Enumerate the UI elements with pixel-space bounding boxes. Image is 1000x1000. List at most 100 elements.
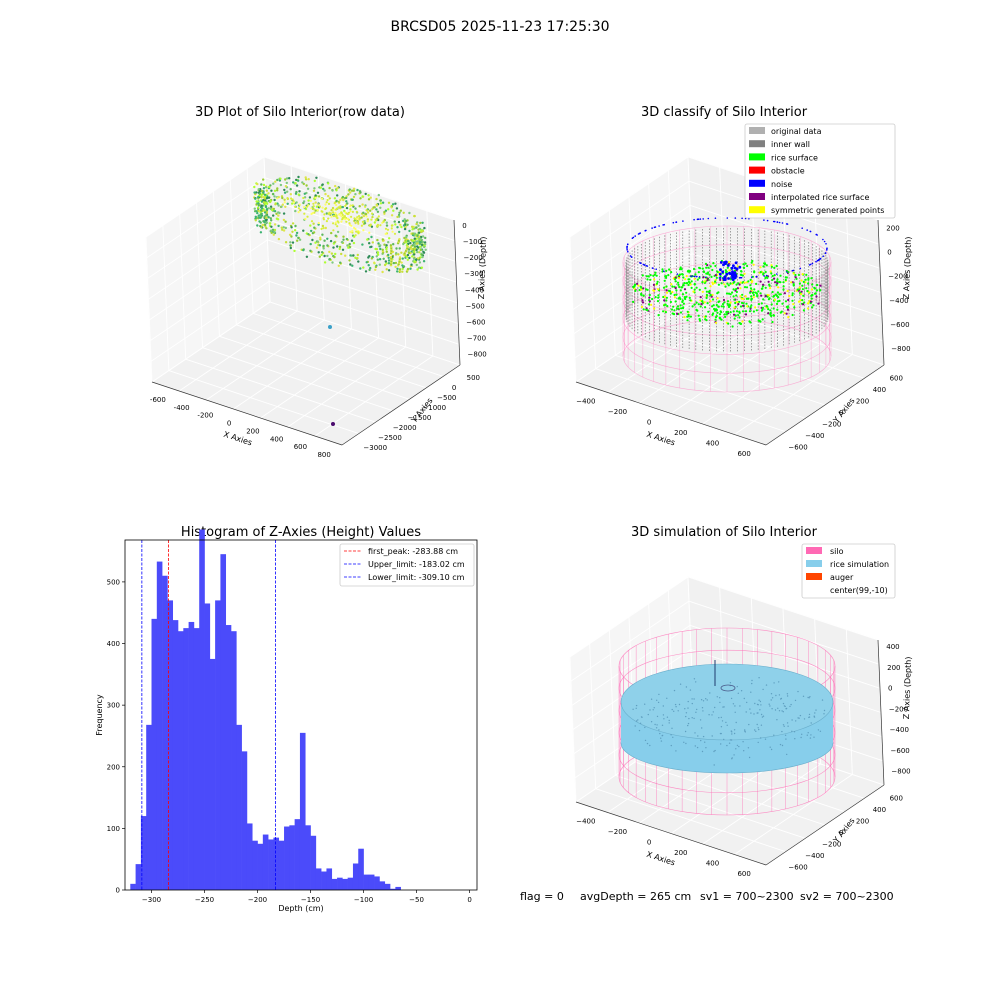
classify-point bbox=[704, 318, 707, 321]
classify-point bbox=[810, 294, 814, 297]
raw-point bbox=[294, 182, 297, 185]
classify-point bbox=[739, 305, 743, 308]
classify-point bbox=[663, 295, 667, 298]
rice-sim-mesh bbox=[734, 705, 736, 707]
classify-point bbox=[653, 278, 656, 281]
panel-sim-xlabel: X Axies bbox=[645, 850, 676, 868]
rice-sim-mesh bbox=[762, 715, 765, 717]
classify-point bbox=[728, 269, 731, 272]
raw-point bbox=[381, 248, 384, 251]
raw-point bbox=[374, 268, 377, 271]
grid-line bbox=[145, 156, 265, 238]
rice-sim-mesh bbox=[748, 723, 750, 726]
raw-point bbox=[321, 206, 324, 209]
raw-point bbox=[362, 214, 366, 218]
classify-point bbox=[752, 293, 755, 297]
raw-point bbox=[346, 217, 349, 220]
classify-point bbox=[787, 298, 790, 302]
grid-line bbox=[162, 225, 170, 371]
rice-sim-mesh bbox=[807, 696, 809, 699]
classify-point bbox=[672, 312, 675, 315]
histogram-bar bbox=[315, 868, 322, 890]
histogram-bar bbox=[284, 826, 290, 890]
raw-point bbox=[314, 196, 317, 199]
rice-sim-mesh bbox=[786, 753, 788, 756]
classify-point bbox=[725, 310, 728, 314]
classify-point bbox=[724, 269, 727, 272]
raw-point bbox=[276, 178, 279, 182]
histogram-bar bbox=[305, 825, 311, 890]
raw-point bbox=[366, 211, 370, 214]
y-tick-label: −400 bbox=[805, 432, 824, 440]
classify-point bbox=[736, 301, 739, 304]
raw-point bbox=[347, 193, 350, 196]
classify-point bbox=[726, 300, 730, 303]
classify-point bbox=[681, 293, 685, 296]
classify-point bbox=[733, 317, 736, 320]
noise-point bbox=[698, 276, 701, 278]
raw-point bbox=[377, 215, 380, 218]
noise-point bbox=[718, 272, 722, 276]
raw-point bbox=[391, 224, 394, 227]
histogram-bar bbox=[374, 876, 380, 890]
classify-point bbox=[727, 292, 731, 295]
raw-point bbox=[374, 247, 377, 251]
grid-line bbox=[688, 600, 880, 665]
raw-point bbox=[337, 221, 340, 224]
noise-point bbox=[728, 271, 731, 275]
classify-point bbox=[749, 307, 752, 310]
histogram-bar bbox=[326, 868, 333, 890]
classify-point bbox=[801, 288, 805, 291]
raw-point bbox=[354, 218, 357, 221]
classify-point bbox=[743, 281, 746, 284]
classify-point bbox=[762, 272, 765, 275]
raw-point bbox=[411, 232, 414, 235]
noise-point bbox=[786, 271, 788, 273]
raw-point bbox=[345, 220, 348, 223]
y-tick-label: 500 bbox=[467, 374, 480, 382]
raw-point bbox=[322, 187, 325, 191]
classify-point bbox=[705, 290, 709, 293]
classify-point bbox=[762, 298, 765, 301]
classify-point bbox=[654, 296, 657, 299]
raw-point bbox=[354, 193, 357, 196]
raw-point bbox=[271, 208, 274, 212]
rice-sim-mesh bbox=[694, 732, 696, 734]
raw-point bbox=[303, 192, 306, 195]
raw-point bbox=[327, 217, 330, 220]
raw-point bbox=[319, 236, 322, 239]
rice-sim-mesh bbox=[733, 732, 736, 735]
raw-point bbox=[421, 221, 424, 224]
raw-point bbox=[328, 250, 331, 254]
classify-point bbox=[769, 287, 772, 290]
rice-sim-mesh bbox=[759, 700, 762, 703]
raw-point bbox=[280, 205, 283, 208]
x-tick-label: 0 bbox=[227, 420, 231, 428]
raw-point bbox=[285, 181, 288, 185]
raw-point bbox=[264, 201, 268, 204]
classify-point bbox=[729, 311, 732, 314]
rice-sim-mesh bbox=[785, 708, 787, 710]
classify-point bbox=[767, 312, 770, 315]
raw-point bbox=[256, 224, 259, 227]
noise-point bbox=[727, 277, 730, 280]
classify-point bbox=[810, 277, 813, 280]
rice-sim-mesh bbox=[711, 735, 713, 737]
raw-point bbox=[340, 215, 343, 218]
rice-sim-mesh bbox=[810, 722, 812, 724]
raw-point bbox=[340, 211, 343, 215]
rice-sim-mesh bbox=[668, 722, 670, 724]
raw-point bbox=[417, 224, 420, 227]
classify-point bbox=[698, 288, 701, 291]
raw-point bbox=[291, 241, 295, 244]
grid-line bbox=[219, 335, 410, 400]
raw-point bbox=[387, 241, 390, 244]
raw-point bbox=[334, 221, 337, 224]
classify-point bbox=[679, 266, 682, 269]
raw-point bbox=[375, 197, 378, 201]
raw-point bbox=[281, 228, 284, 231]
raw-point bbox=[404, 219, 408, 223]
classify-point bbox=[742, 263, 745, 266]
classify-point bbox=[732, 295, 735, 298]
raw-point bbox=[320, 253, 323, 257]
